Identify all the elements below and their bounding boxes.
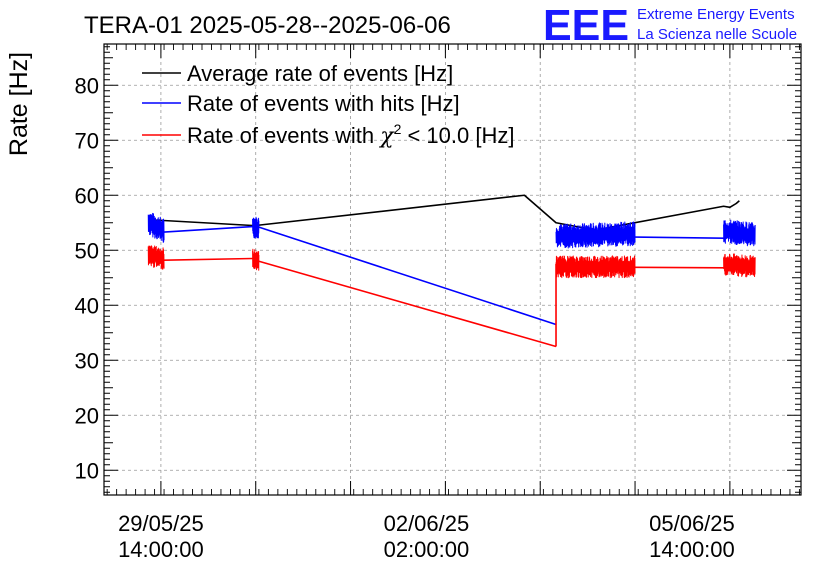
series-line-hits <box>258 226 557 326</box>
series-line-chi2 <box>555 255 636 279</box>
grid <box>104 44 801 495</box>
x-tick-label-time: 02:00:00 <box>384 537 470 562</box>
x-tick-label-time: 14:00:00 <box>118 537 204 562</box>
legend-chi2-suffix: < 10.0 [Hz] <box>401 123 514 148</box>
y-tick-label: 10 <box>75 458 99 483</box>
eee-logo-line1: Extreme Energy Events <box>637 6 795 23</box>
y-axis-label: Rate [Hz] <box>5 52 33 156</box>
legend-label-hits: Rate of events with hits [Hz] <box>187 91 460 116</box>
y-tick-labels: 10 20 30 40 50 60 70 80 <box>75 73 99 483</box>
series-line-hits <box>555 221 636 249</box>
series-line-chi2 <box>635 266 724 269</box>
legend-label-average: Average rate of events [Hz] <box>187 61 453 86</box>
series-line-chi2 <box>723 253 756 278</box>
legend-chi2-symbol: χ <box>378 124 395 149</box>
chart-title: TERA-01 2025-05-28--2025-06-06 <box>84 12 451 39</box>
y-tick-label: 60 <box>75 183 99 208</box>
legend-chi2-sup: 2 <box>394 121 402 137</box>
series-lines <box>147 194 756 348</box>
y-tick-label: 30 <box>75 348 99 373</box>
y-tick-label: 80 <box>75 73 99 98</box>
y-tick-label: 40 <box>75 293 99 318</box>
eee-logo-mark: EEE <box>543 1 629 50</box>
eee-logo: EEE Extreme Energy Events La Scienza nel… <box>543 1 797 50</box>
series-line-hits <box>252 216 260 239</box>
series-line-chi2 <box>164 257 253 261</box>
x-tick-labels: 29/05/2514:00:0002/06/2502:00:0005/06/25… <box>118 511 735 562</box>
x-tick-label-date: 02/06/25 <box>384 511 470 536</box>
series-line-hits <box>635 236 724 239</box>
y-tick-label: 50 <box>75 238 99 263</box>
y-tick-label: 70 <box>75 128 99 153</box>
series-line-chi2 <box>258 260 557 348</box>
series-line-chi2 <box>252 248 260 271</box>
y-tick-label: 20 <box>75 403 99 428</box>
legend-chi2-prefix: Rate of events with <box>187 123 380 148</box>
series-line-hits <box>723 219 756 247</box>
axis-ticks <box>104 44 801 495</box>
x-tick-label-date: 05/06/25 <box>649 511 735 536</box>
x-tick-label-date: 29/05/25 <box>118 511 204 536</box>
x-tick-label-time: 14:00:00 <box>649 537 735 562</box>
legend-label-chi2: Rate of events with χ2 < 10.0 [Hz] <box>187 121 514 149</box>
legend: Average rate of events [Hz] Rate of even… <box>142 61 514 149</box>
eee-logo-line2: La Scienza nelle Scuole <box>637 26 797 43</box>
series-line-hits <box>164 225 253 233</box>
plot-frame <box>103 43 802 496</box>
series-line-chi2 <box>147 245 165 270</box>
series-line-hits <box>147 212 165 243</box>
